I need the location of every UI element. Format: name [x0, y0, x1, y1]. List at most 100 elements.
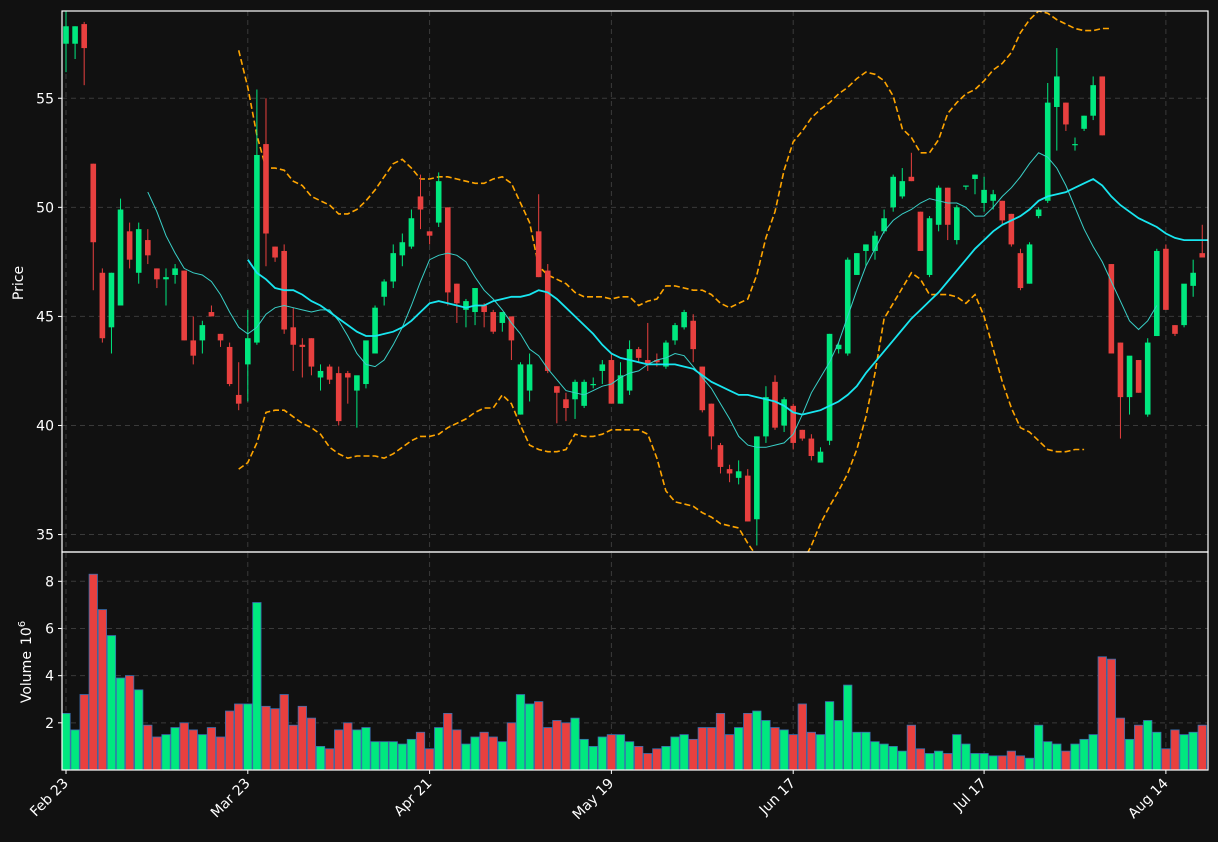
volume-bar-up — [1124, 738, 1135, 770]
volume-bar-up — [1052, 743, 1062, 770]
candle-up — [108, 272, 115, 328]
volume-bar-down — [270, 708, 280, 770]
candle-down — [308, 338, 315, 367]
volume-bar-up — [852, 731, 862, 770]
candle-up — [826, 333, 833, 441]
volume-bar-down — [215, 736, 226, 770]
volume-bar-up — [62, 712, 71, 770]
candle-down — [744, 475, 751, 522]
candle-up — [1035, 209, 1042, 217]
volume-bar-up — [615, 734, 626, 770]
candle-down — [644, 360, 651, 365]
price-tick-label: 40 — [36, 418, 54, 434]
volume-tick-label: 4 — [45, 669, 54, 685]
candle-down — [1117, 342, 1124, 398]
candle-up — [172, 268, 178, 275]
volume-bar-up — [624, 741, 635, 770]
candle-down — [508, 316, 515, 341]
candle-down — [1008, 213, 1015, 245]
candle-up — [844, 259, 851, 354]
volume-axis-multiplier: 10 — [19, 627, 35, 645]
volume-bar-up — [979, 753, 989, 770]
volume-bar-down — [188, 729, 198, 770]
candle-down — [1108, 264, 1115, 354]
candle-down — [290, 327, 297, 345]
volume-bar-up — [861, 731, 871, 770]
volume-bar-up — [397, 743, 407, 770]
candle-down — [563, 399, 569, 409]
volume-bar-up — [579, 738, 589, 770]
candle-down — [444, 207, 451, 293]
candle-down — [708, 403, 715, 437]
volume-bar-up — [824, 701, 835, 770]
moving-average-long — [247, 177, 1208, 416]
candle-down — [90, 163, 97, 243]
candle-down — [1063, 102, 1069, 125]
volume-bar-up — [679, 734, 689, 770]
candle-down — [335, 373, 342, 422]
volume-bar-down — [261, 705, 271, 770]
candle-down — [790, 405, 796, 443]
volume-bar-up — [888, 746, 898, 770]
volume-bar-down — [143, 724, 153, 770]
candle-up — [735, 471, 742, 478]
candle-down — [490, 312, 497, 332]
volume-bar-up — [388, 741, 398, 770]
candle-up — [372, 307, 378, 354]
volume-axis-ticks: 2 4 6 8 — [45, 574, 62, 732]
volume-bar-up — [1079, 738, 1089, 770]
volume-bar-up — [161, 734, 171, 770]
volume-bar-down — [743, 712, 753, 770]
volume-bar-down — [797, 703, 807, 770]
volume-bar-down — [724, 734, 735, 770]
bollinger-bands — [237, 11, 1112, 552]
volume-bar-down — [488, 736, 498, 770]
volume-tick-label: 6 — [45, 621, 54, 637]
candle-up — [681, 312, 687, 328]
volume-bar-up — [661, 746, 671, 770]
candle-up — [626, 349, 633, 391]
candle-up — [363, 340, 369, 385]
candle-up — [754, 436, 760, 520]
volume-bar-down — [1161, 748, 1171, 770]
candle-up — [817, 451, 824, 463]
candle-down — [554, 386, 560, 393]
candle-up — [472, 288, 478, 313]
price-tick-label: 45 — [36, 309, 54, 325]
volume-axis-exponent: 6 — [17, 621, 28, 627]
candle-up — [1044, 102, 1051, 201]
candle-up — [863, 244, 869, 251]
candle-up — [954, 207, 960, 241]
candle-up — [1090, 85, 1096, 116]
volume-bar-up — [1152, 731, 1162, 770]
volume-bar-down — [343, 722, 353, 770]
candle-up — [499, 312, 506, 323]
candle-up — [935, 187, 942, 225]
volume-bar-up — [834, 720, 844, 770]
candle-down — [690, 320, 697, 350]
volume-bar-up — [315, 746, 326, 770]
volume-tick-label: 2 — [45, 716, 54, 732]
volume-bar-up — [1034, 724, 1044, 770]
price-axis-ticks: 35 40 45 50 55 — [36, 91, 62, 544]
candle-up — [1144, 342, 1151, 415]
volume-bar-down — [1115, 717, 1126, 770]
volume-bar-up — [1143, 720, 1153, 770]
volume-bar-down — [452, 729, 462, 770]
volume-bar-up — [597, 736, 607, 770]
candle-down — [154, 268, 160, 280]
volume-bar-up — [1024, 757, 1035, 770]
candle-down — [726, 469, 733, 474]
candle-down — [772, 381, 778, 428]
candle-up — [617, 375, 624, 404]
candle-down — [699, 366, 706, 411]
candle-up — [972, 174, 978, 179]
candle-down — [417, 196, 424, 210]
candle-down — [999, 200, 1006, 221]
candle-down — [208, 312, 215, 317]
candle-down — [717, 445, 724, 467]
moving-averages — [147, 152, 1208, 448]
volume-bar-up — [70, 729, 80, 770]
volume-bar-up — [134, 689, 144, 770]
